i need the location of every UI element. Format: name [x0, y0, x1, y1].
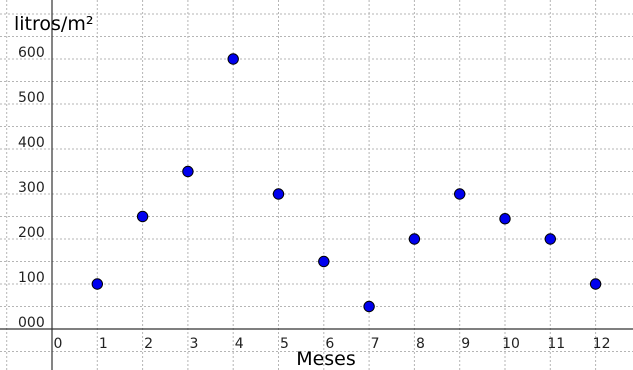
y-tick-label: 200	[18, 225, 45, 241]
data-point	[318, 255, 330, 268]
x-axis-label: Meses	[296, 348, 356, 370]
y-tick-label: 500	[18, 90, 45, 106]
data-point	[544, 233, 556, 245]
x-tick-label: 4	[235, 336, 244, 352]
data-point	[136, 210, 149, 223]
y-tick-label: 600	[18, 45, 45, 61]
x-tick-label: 2	[144, 336, 153, 352]
y-tick-label: 300	[18, 180, 45, 196]
x-tick-label: 12	[593, 336, 611, 352]
data-point	[227, 53, 239, 65]
x-tick-label: 11	[547, 336, 565, 352]
x-tick-label: 6	[325, 336, 334, 352]
data-point	[182, 165, 194, 178]
x-tick-label: 1	[99, 336, 108, 352]
x-tick-label: 3	[189, 336, 198, 352]
data-points	[91, 53, 602, 313]
x-tick-label: 7	[371, 336, 380, 352]
data-point	[91, 278, 104, 290]
x-tick-label: 9	[461, 336, 470, 352]
x-tick-label: 5	[280, 336, 289, 352]
y-tick-labels: 000 100 200 300 400 500 600	[18, 45, 45, 331]
y-axis-label: litros/m²	[14, 13, 93, 35]
x-tick-label: 10	[502, 336, 520, 352]
y-tick-label: 000	[18, 315, 45, 331]
y-tick-label: 100	[18, 270, 45, 286]
y-tick-label: 400	[18, 135, 45, 151]
data-point	[454, 188, 466, 200]
data-point	[408, 233, 421, 245]
x-tick-label: 8	[416, 336, 425, 352]
data-point	[499, 213, 511, 225]
data-point	[589, 278, 602, 290]
data-point	[272, 188, 285, 200]
data-point	[363, 300, 375, 313]
x-tick-labels: 0 1 2 3 4 5 6 7 8 9 10 11 12	[54, 336, 611, 352]
x-tick-label: 0	[54, 336, 63, 352]
